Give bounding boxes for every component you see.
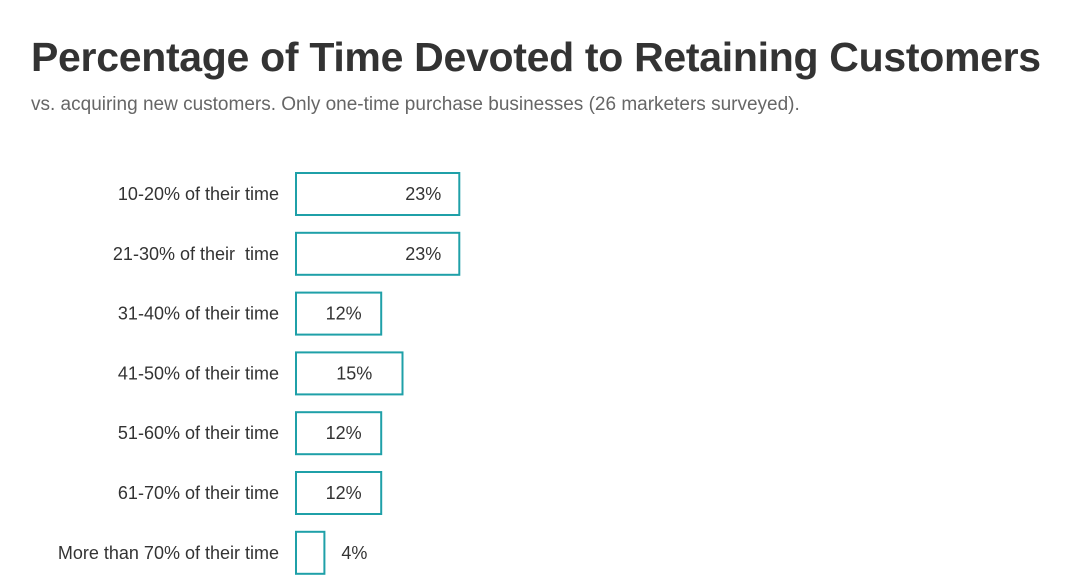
bar [295,351,404,396]
bar-value-label: 4% [341,543,367,563]
bar [295,291,383,336]
bar [295,172,461,216]
bar-value-label: 12% [326,423,362,443]
category-label: 10-20% of their time [118,184,279,204]
bar-value-label: 15% [336,363,372,383]
bar [295,411,383,456]
category-label: 51-60% of their time [118,423,279,443]
bar [295,530,326,575]
bar [295,471,383,515]
bar-value-label: 23% [405,244,441,264]
category-label: 21-30% of their time [113,244,279,264]
bar-value-label: 23% [405,184,441,204]
chart-title: Percentage of Time Devoted to Retaining … [31,34,1041,80]
chart-subtitle: vs. acquiring new customers. Only one-ti… [31,94,800,115]
bar [295,231,461,276]
category-label: 61-70% of their time [118,483,279,503]
category-label: More than 70% of their time [58,543,279,563]
bar-value-label: 12% [326,304,362,324]
bar-value-label: 12% [326,483,362,503]
category-label: 31-40% of their time [118,304,279,324]
category-label: 41-50% of their time [118,363,279,383]
bar-chart: 10-20% of their time 23% 21-30% of their t… [58,172,461,575]
